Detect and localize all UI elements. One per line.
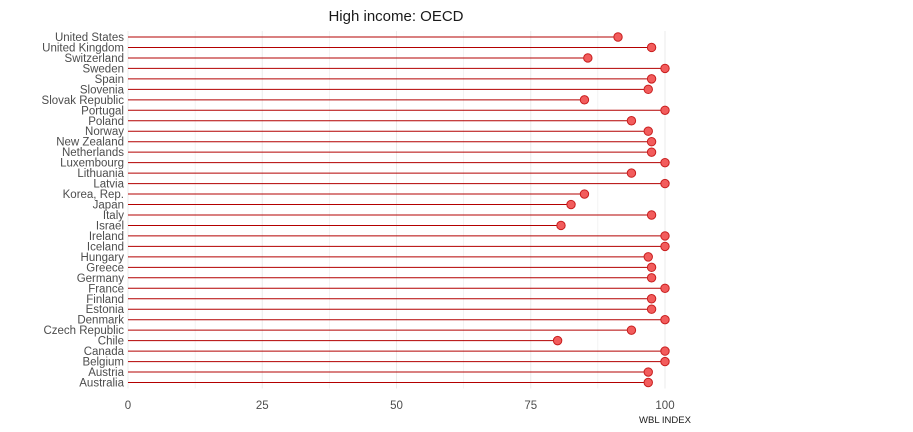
category-label: Luxembourg: [60, 158, 124, 170]
category-label: Japan: [93, 200, 124, 212]
data-point: [643, 252, 653, 262]
category-label: Lithuania: [77, 168, 124, 180]
data-point: [660, 346, 670, 356]
data-point: [552, 335, 563, 346]
category-label: Australia: [79, 378, 124, 390]
category-label: Germany: [77, 273, 125, 285]
category-label: Switzerland: [65, 53, 124, 65]
data-point: [579, 189, 590, 199]
data-point: [660, 314, 670, 325]
data-point: [646, 294, 657, 304]
data-point: [566, 199, 576, 210]
category-label: Sweden: [82, 63, 124, 75]
category-label: Czech Republic: [43, 325, 124, 337]
category-label: New Zealand: [56, 137, 124, 149]
category-label: Slovenia: [80, 84, 125, 96]
data-point: [646, 74, 657, 84]
category-label: Israel: [96, 220, 124, 232]
data-point: [660, 63, 670, 74]
data-point: [583, 53, 593, 63]
category-label: Norway: [85, 126, 124, 138]
category-label: Hungary: [81, 252, 125, 264]
data-point: [646, 42, 657, 53]
data-point: [613, 32, 623, 42]
data-point: [579, 95, 590, 105]
category-label: Italy: [103, 210, 124, 222]
chart-title: High income: OECD: [328, 8, 463, 25]
points: [552, 32, 670, 388]
data-point: [660, 283, 670, 293]
category-label: Austria: [88, 367, 124, 379]
category-label: Finland: [86, 294, 124, 306]
data-point: [660, 241, 670, 252]
category-label: Latvia: [93, 179, 124, 191]
category-label: Canada: [84, 346, 125, 358]
category-label: Denmark: [77, 315, 124, 327]
category-label: Netherlands: [62, 147, 124, 159]
x-axis-title: WBL INDEX: [639, 415, 692, 426]
category-label: Ireland: [89, 231, 124, 243]
x-tick-labels: 0 25 50 75 100: [125, 400, 675, 412]
category-label: Slovak Republic: [42, 95, 125, 107]
x-tick-label: 25: [256, 400, 269, 412]
data-point: [660, 231, 670, 241]
data-point: [643, 126, 653, 136]
category-label: Iceland: [87, 241, 124, 253]
x-tick-label: 100: [655, 400, 674, 412]
data-point: [646, 262, 657, 273]
x-tick-label: 50: [390, 400, 403, 412]
category-label: Greece: [86, 262, 124, 274]
category-label: Poland: [88, 116, 124, 128]
data-point: [660, 105, 670, 115]
category-label: United States: [55, 32, 124, 44]
stems: [128, 36, 665, 384]
data-point: [626, 168, 637, 178]
data-point: [556, 220, 566, 231]
data-point: [626, 116, 637, 126]
data-point: [660, 178, 670, 189]
category-label: France: [88, 283, 124, 295]
category-label: Estonia: [86, 304, 125, 316]
data-point: [643, 367, 653, 377]
data-point: [646, 304, 657, 314]
data-point: [646, 273, 657, 283]
data-point: [646, 147, 657, 157]
data-point: [646, 137, 657, 147]
data-point: [660, 157, 670, 168]
x-tick-label: 75: [524, 400, 537, 412]
data-point: [643, 377, 653, 388]
data-point: [626, 325, 637, 335]
data-point: [643, 84, 653, 95]
data-point: [646, 210, 657, 220]
category-label: Spain: [95, 74, 124, 86]
category-label: Chile: [98, 336, 124, 348]
data-point: [660, 356, 670, 367]
category-label: Belgium: [82, 357, 124, 369]
category-label: Korea, Rep.: [63, 189, 124, 201]
category-label: United Kingdom: [42, 42, 124, 54]
gridlines: [127, 31, 666, 389]
category-label: Portugal: [81, 105, 124, 117]
x-tick-label: 0: [125, 400, 131, 412]
